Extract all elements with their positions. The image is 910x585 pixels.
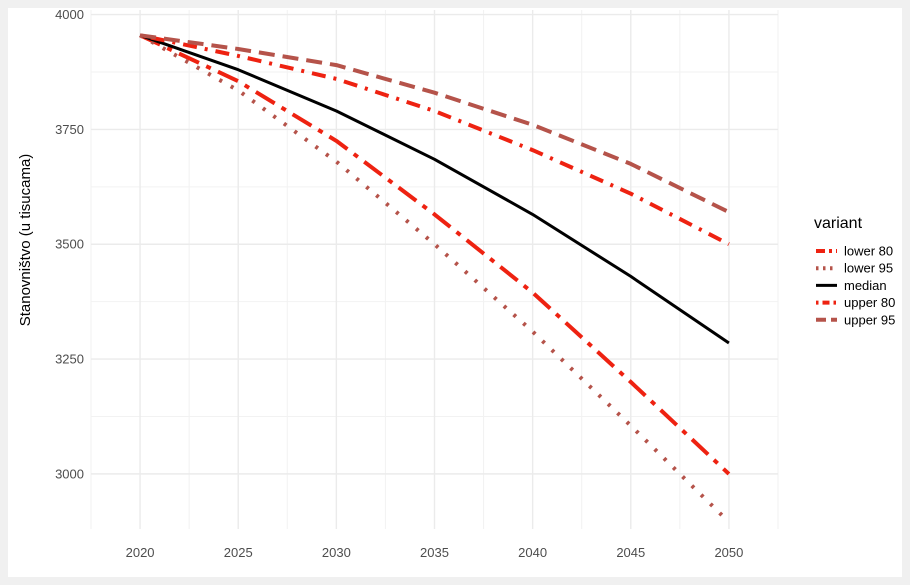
- x-tick-label: 2050: [714, 545, 743, 560]
- x-tick-label: 2040: [518, 545, 547, 560]
- series-line-upper-80: [139, 33, 730, 246]
- y-tick-label: 3750: [55, 122, 84, 137]
- series-lines: [139, 33, 731, 524]
- legend-label: lower 95: [844, 261, 893, 276]
- x-tick-label: 2045: [616, 545, 645, 560]
- y-axis-tick-labels: 3000 3250 3500 3750 4000: [55, 8, 84, 481]
- legend-title: variant: [814, 215, 863, 232]
- y-tick-label: 3500: [55, 237, 84, 252]
- x-tick-label: 2025: [224, 545, 253, 560]
- x-tick-label: 2030: [322, 545, 351, 560]
- x-tick-label: 2020: [126, 545, 155, 560]
- series-line-upper-95: [139, 33, 730, 214]
- grid-major: [91, 10, 778, 529]
- y-tick-label: 3000: [55, 466, 84, 481]
- series-line-lower-80: [139, 33, 731, 476]
- legend-label: upper 80: [844, 295, 895, 310]
- y-tick-label: 4000: [55, 8, 84, 22]
- chart-panel: 2020 2025 2030 2035 2040 2045 2050 3000 3250 350…: [8, 8, 902, 577]
- x-tick-label: 2035: [420, 545, 449, 560]
- x-axis-tick-labels: 2020 2025 2030 2035 2040 2045 2050: [126, 545, 744, 560]
- legend-label: lower 80: [844, 244, 893, 259]
- y-tick-label: 3250: [55, 352, 84, 367]
- y-axis-title: Stanovništvo (u tisucama): [17, 154, 34, 327]
- legend-label: median: [844, 278, 887, 293]
- legend-label: upper 95: [844, 312, 895, 327]
- legend: variant lower 80 lower 95 median upper 80 up…: [814, 215, 895, 327]
- series-line-median: [139, 33, 730, 345]
- line-chart: 2020 2025 2030 2035 2040 2045 2050 3000 3250 350…: [17, 8, 895, 560]
